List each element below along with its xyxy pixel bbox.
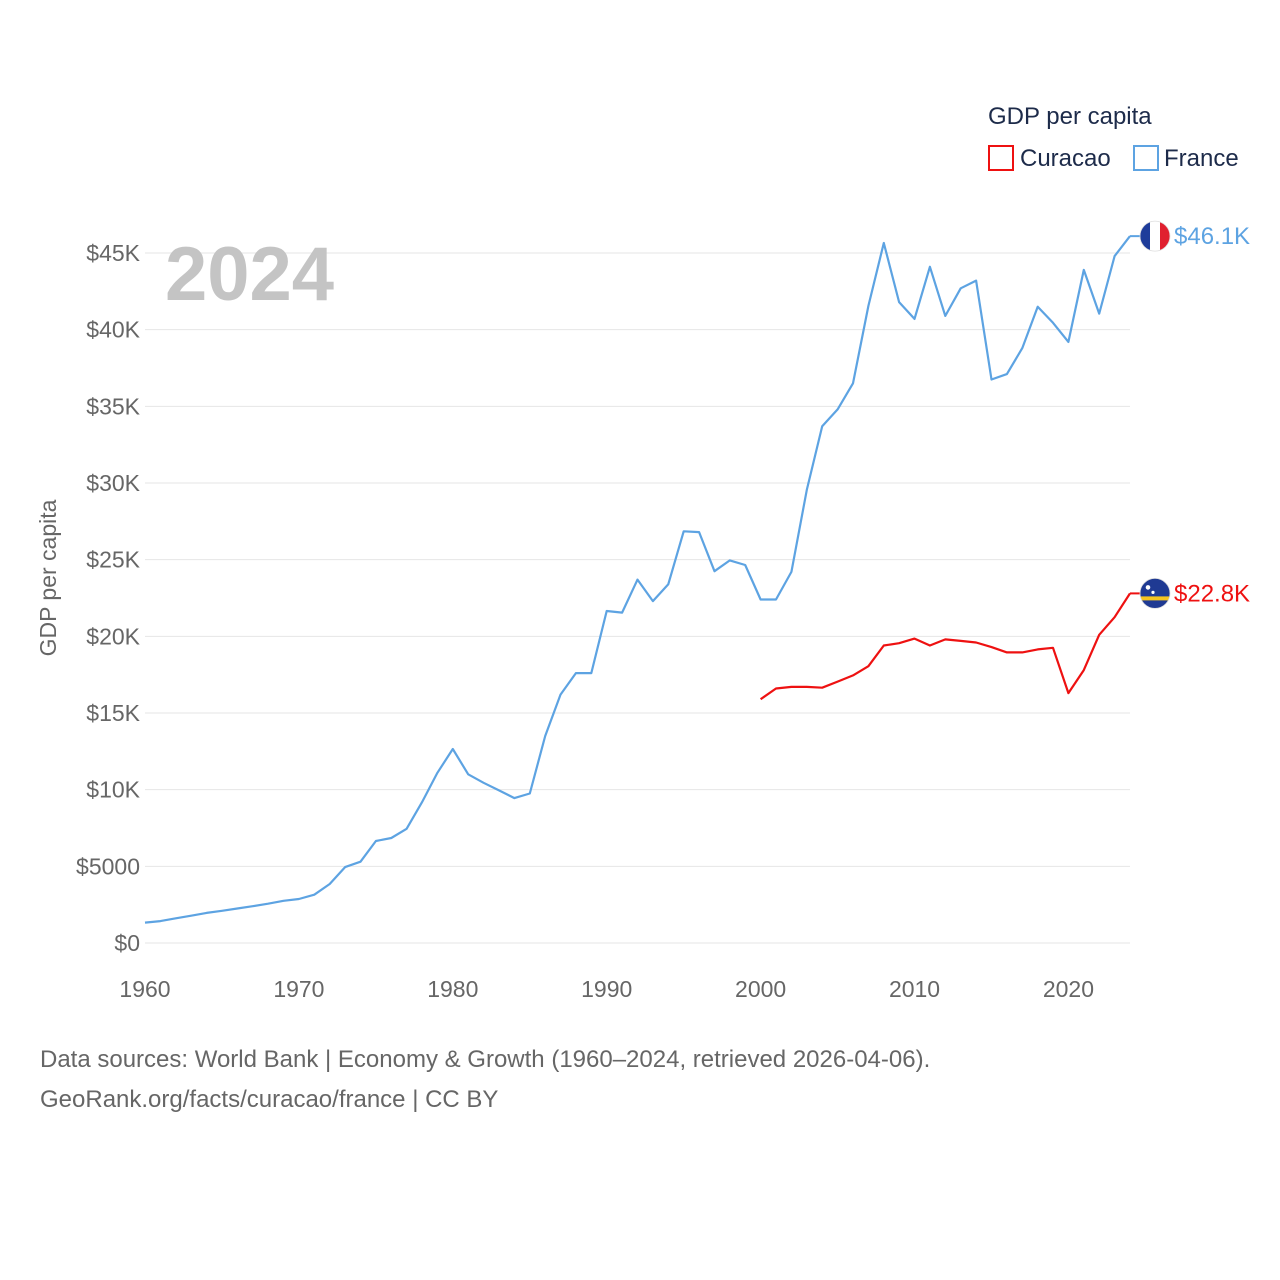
- x-tick-label: 1990: [581, 976, 632, 1002]
- y-tick-label: $25K: [86, 547, 140, 573]
- y-tick-label: $20K: [86, 623, 140, 649]
- y-tick-label: $45K: [86, 240, 140, 266]
- y-tick-label: $30K: [86, 470, 140, 496]
- y-tick-label: $35K: [86, 393, 140, 419]
- france-flag-icon: [1139, 220, 1171, 252]
- x-tick-label: 1960: [119, 976, 170, 1002]
- y-tick-label: $40K: [86, 317, 140, 343]
- legend: GDP per capita Curacao France: [988, 103, 1239, 172]
- x-tick-label: 1980: [427, 976, 478, 1002]
- legend-label-curacao[interactable]: Curacao: [1020, 145, 1111, 172]
- end-value-label-france: $46.1K: [1174, 223, 1250, 250]
- legend-swatch-curacao[interactable]: [988, 145, 1014, 171]
- x-axis-ticks: 1960 1970 1980 1990 2000 2010 2020: [119, 976, 1094, 1002]
- legend-title: GDP per capita: [988, 103, 1152, 130]
- y-tick-label: $10K: [86, 777, 140, 803]
- x-tick-label: 2000: [735, 976, 786, 1002]
- series-line-curacao[interactable]: [759, 592, 1131, 701]
- series-lines: [144, 235, 1131, 924]
- curacao-flag-icon: [1139, 578, 1171, 609]
- x-tick-label: 2020: [1043, 976, 1094, 1002]
- end-value-label-curacao: $22.8K: [1174, 580, 1250, 607]
- y-axis-title: GDP per capita: [35, 499, 61, 656]
- legend-swatch-france[interactable]: [1133, 145, 1159, 171]
- y-axis-ticks: $0 $5000 $10K $15K $20K $25K $30K $35K $40K $45K: [76, 240, 141, 956]
- y-tick-label: $15K: [86, 700, 140, 726]
- grid-lines: [145, 252, 1130, 944]
- series-line-france[interactable]: [144, 235, 1131, 924]
- footer: Data sources: World Bank | Economy & Gro…: [40, 1040, 930, 1120]
- x-tick-label: 1970: [273, 976, 324, 1002]
- legend-label-france[interactable]: France: [1164, 145, 1239, 172]
- footer-sources: Data sources: World Bank | Economy & Gro…: [40, 1046, 931, 1073]
- end-markers: $22.8K $46.1K: [1130, 220, 1250, 609]
- y-tick-label: $5000: [76, 853, 140, 879]
- year-label: 2024: [165, 232, 334, 317]
- x-tick-label: 2010: [889, 976, 940, 1002]
- y-tick-label: $0: [114, 930, 140, 956]
- footer-link[interactable]: GeoRank.org/facts/curacao/france | CC BY: [40, 1086, 499, 1113]
